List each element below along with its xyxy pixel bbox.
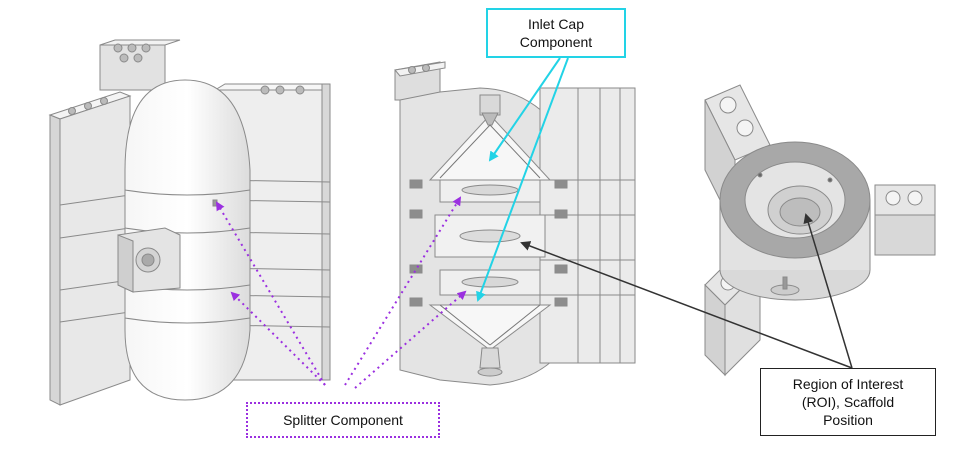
inlet-cap-callout: Inlet Cap Component <box>486 8 626 58</box>
inlet-cap-label: Inlet Cap Component <box>519 16 593 50</box>
assembled-exterior-view <box>48 39 331 406</box>
splitter-arrow-2 <box>230 291 326 386</box>
roi-arrow-insert <box>803 213 853 369</box>
splitter-arrow-3 <box>344 196 462 386</box>
inlet-cap-arrows <box>476 57 569 302</box>
splitter-label: Splitter Component <box>283 412 403 428</box>
roi-arrow-sectioned <box>520 241 853 369</box>
splitter-callout: Splitter Component <box>246 402 440 438</box>
roi-label: Region of Interest (ROI), Scaffold Posit… <box>792 376 904 428</box>
roi-arrows <box>520 213 853 369</box>
roi-insert-view <box>704 84 936 377</box>
inlet-cap-arrow-upper <box>488 57 561 162</box>
inlet-cap-arrow-lower <box>476 57 569 302</box>
splitter-arrows <box>215 196 467 389</box>
roi-callout: Region of Interest (ROI), Scaffold Posit… <box>760 368 936 436</box>
splitter-arrow-4 <box>354 290 467 389</box>
sectioned-view <box>394 61 636 386</box>
